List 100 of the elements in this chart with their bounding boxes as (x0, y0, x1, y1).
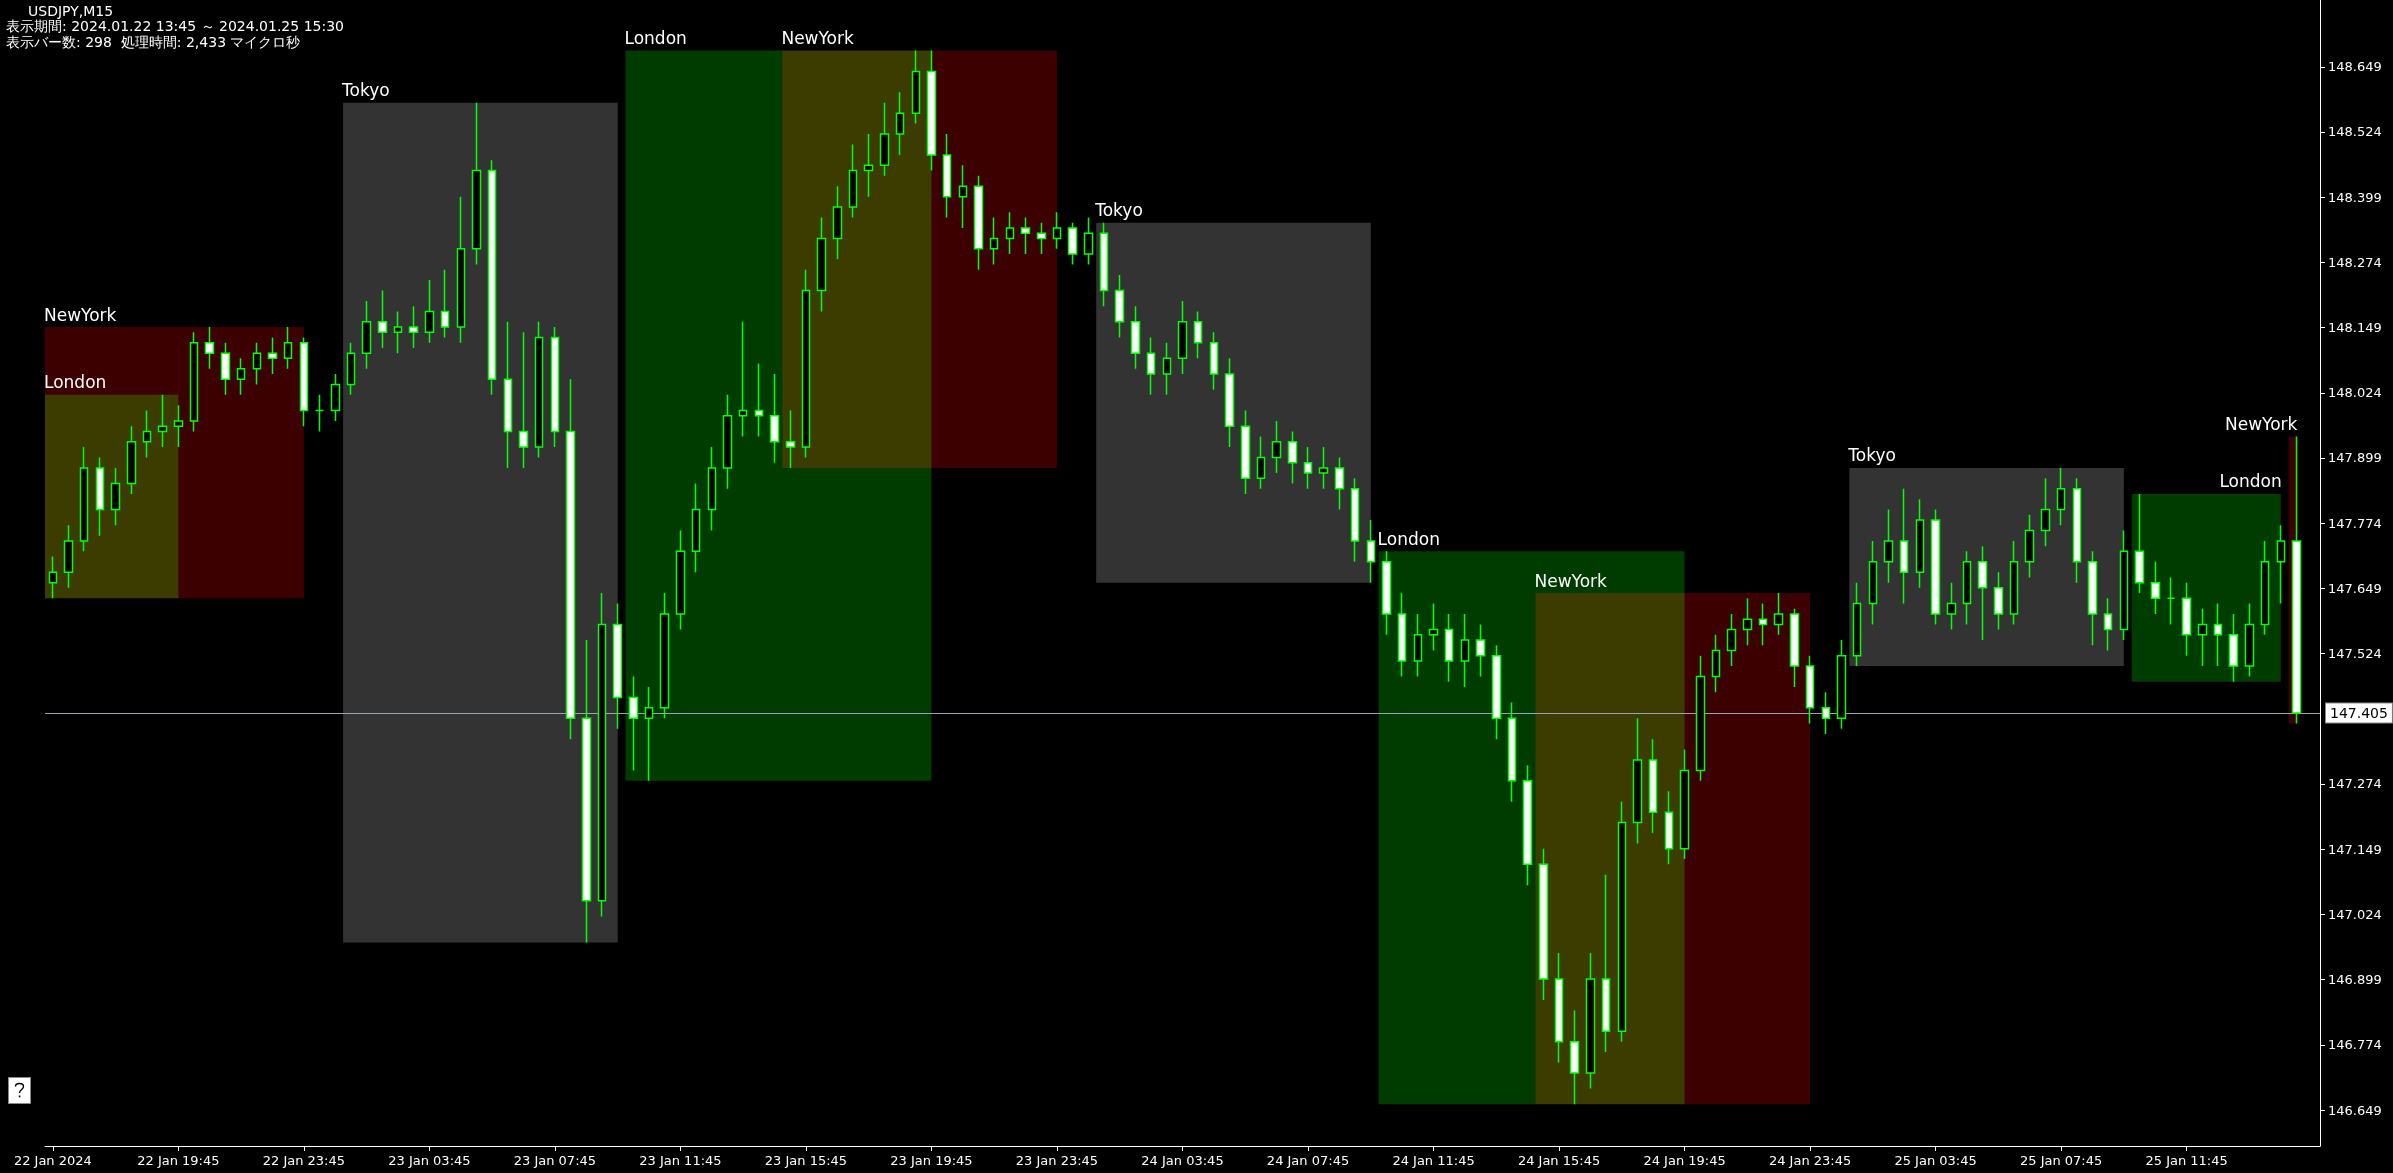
y-tick-label: 147.899 (2328, 450, 2382, 466)
candlestick (2119, 529, 2129, 641)
candlestick (1507, 701, 1517, 803)
candlestick (487, 159, 497, 396)
x-tick-label: 22 Jan 23:45 (262, 1153, 346, 1168)
candlestick (2150, 561, 2161, 615)
band-label: London (624, 28, 687, 49)
candlestick (1460, 613, 1470, 688)
x-tick-label: 24 Jan 23:45 (1768, 1153, 1852, 1168)
ref-line-label: 147.405 (2330, 705, 2388, 722)
candlestick (424, 279, 435, 344)
candlestick (1993, 571, 2004, 631)
candlestick (1617, 800, 1627, 1043)
candlestick (816, 216, 827, 313)
candlestick (895, 91, 905, 156)
x-tick-label: 23 Jan 19:45 (890, 1153, 973, 1168)
candlestick (1679, 748, 1690, 860)
candlestick (1836, 639, 1847, 730)
candlestick (958, 164, 968, 229)
candlestick (2072, 477, 2082, 584)
candlestick (581, 639, 592, 944)
candlestick (2040, 477, 2051, 547)
x-tick-label: 23 Jan 23:45 (1015, 1153, 1099, 1168)
candlestick (518, 331, 529, 469)
candlestick (848, 143, 858, 219)
candlestick (1946, 581, 1957, 631)
candlestick (1099, 221, 1109, 307)
x-tick-label: 24 Jan 03:45 (1141, 1153, 1224, 1168)
candlestick (1632, 717, 1643, 845)
candlestick (1036, 221, 1047, 255)
candlestick (1601, 874, 1611, 1053)
candlestick (628, 675, 639, 772)
y-tick-label: 148.399 (2328, 189, 2382, 205)
y-tick-label: 147.149 (2328, 841, 2382, 857)
x-tick-label: 25 Jan 07:45 (2019, 1153, 2103, 1168)
candlestick (1711, 634, 1721, 693)
candlestick (2056, 467, 2066, 527)
candlestick (1256, 435, 1266, 490)
candlestick (1114, 274, 1125, 339)
candlestick (1852, 581, 1862, 667)
candlestick (1789, 607, 1800, 688)
band-label: NewYork (44, 304, 117, 325)
x-tick-label: 25 Jan 11:45 (2145, 1153, 2228, 1168)
candlestick (1648, 738, 1658, 834)
y-tick-label: 146.649 (2328, 1102, 2382, 1118)
candlestick (644, 686, 654, 782)
candlestick (1303, 446, 1313, 490)
candlestick (330, 373, 341, 422)
y-tick-label: 147.024 (2328, 906, 2382, 922)
candlestick (1209, 331, 1219, 391)
x-tick-label: 23 Jan 11:45 (639, 1153, 722, 1168)
candlestick (911, 49, 921, 125)
candlestick (2166, 576, 2176, 626)
candlestick (565, 378, 576, 740)
candlestick (2009, 540, 2019, 626)
candlestick (1318, 446, 1329, 490)
candlestick (1224, 357, 1235, 448)
candlestick (707, 446, 717, 532)
candlestick (1554, 952, 1564, 1064)
candlestick (157, 394, 168, 448)
band-label: NewYork (781, 28, 855, 49)
candlestick (1522, 764, 1533, 886)
candlestick (408, 305, 419, 349)
band-label: London (2219, 471, 2282, 492)
candlestick (2213, 602, 2223, 667)
candlestick (1381, 550, 1392, 636)
candlestick (2087, 550, 2098, 646)
candlestick (754, 362, 764, 438)
candlestick (1428, 602, 1439, 652)
y-tick-label: 147.524 (2328, 646, 2382, 662)
candlestick (456, 195, 466, 344)
candlestick (1695, 654, 1706, 782)
candlestick (738, 321, 748, 438)
candlestick (48, 555, 58, 600)
band-label: London (44, 372, 107, 393)
y-tick-label: 147.774 (2328, 515, 2382, 531)
candlestick (1491, 644, 1502, 740)
chart-title: USDJPY,M15 (28, 3, 114, 19)
candlestick (801, 268, 811, 459)
x-tick-label: 24 Jan 15:45 (1517, 1153, 1601, 1168)
candlestick (1052, 211, 1062, 250)
candlestick (377, 289, 388, 349)
candlestick (2276, 524, 2286, 605)
candlestick (1271, 420, 1282, 474)
candlestick (2134, 493, 2145, 594)
candlestick (1193, 310, 1203, 360)
candlestick (2260, 540, 2270, 636)
band-label: Tokyo (1847, 445, 1896, 466)
candlestick (1538, 847, 1549, 1001)
x-tick-label: 24 Jan 11:45 (1392, 1153, 1475, 1168)
candlestick (267, 336, 278, 375)
candlestick (1585, 952, 1596, 1090)
candlestick (299, 336, 309, 427)
candlestick (1742, 597, 1753, 646)
candlestick (283, 326, 293, 370)
candlestick (142, 409, 152, 459)
candlestick (675, 529, 686, 631)
candlestick (597, 592, 607, 918)
band-label: NewYork (1534, 570, 1608, 591)
x-tick-label: 22 Jan 2024 (13, 1153, 92, 1168)
